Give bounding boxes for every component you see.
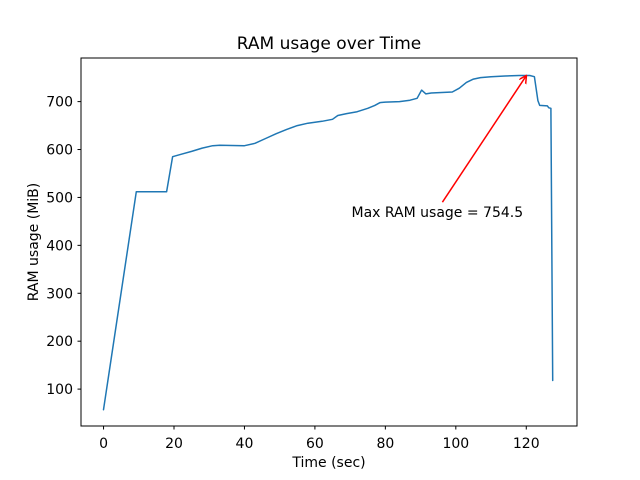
x-axis-label: Time (sec) <box>291 455 365 471</box>
ram-usage-line <box>102 74 554 411</box>
y-axis-ticks: 100 200 300 400 500 600 700 <box>46 95 81 398</box>
y-tick-label: 400 <box>46 238 73 254</box>
y-tick-label: 300 <box>46 286 73 302</box>
y-tick-label: 700 <box>46 95 73 111</box>
annotation-arrow-icon <box>441 76 526 203</box>
x-tick-label: 120 <box>513 436 540 452</box>
x-tick-label: 100 <box>442 436 469 452</box>
y-tick-label: 600 <box>46 143 73 159</box>
y-tick-label: 500 <box>46 190 73 206</box>
x-tick-label: 80 <box>376 436 394 452</box>
max-annotation: Max RAM usage = 754.5 <box>352 76 527 221</box>
max-annotation-label: Max RAM usage = 754.5 <box>352 205 524 221</box>
x-tick-label: 40 <box>236 436 254 452</box>
x-axis-ticks: 0 20 40 60 80 100 120 <box>99 426 540 452</box>
chart-title: RAM usage over Time <box>237 34 421 54</box>
x-tick-label: 0 <box>99 436 108 452</box>
y-axis-label: RAM usage (MiB) <box>26 183 42 301</box>
x-tick-label: 20 <box>165 436 183 452</box>
x-tick-label: 60 <box>306 436 324 452</box>
plot-area <box>80 57 578 427</box>
y-tick-label: 200 <box>46 334 73 350</box>
y-tick-label: 100 <box>46 382 73 398</box>
